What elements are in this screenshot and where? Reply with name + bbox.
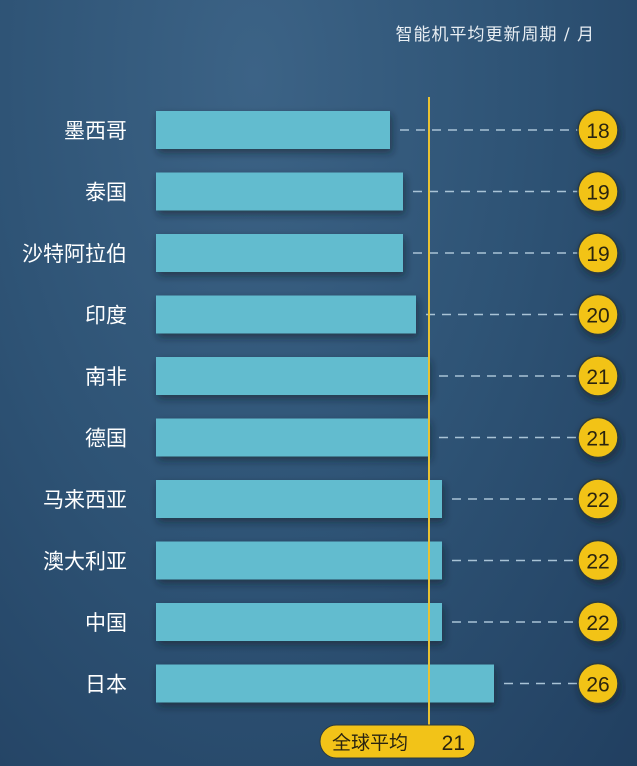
value-badge (577, 539, 619, 582)
category-label: 沙特阿拉伯 (22, 242, 127, 266)
value-badge (577, 478, 619, 520)
value-label: 19 (586, 182, 609, 205)
value-label: 20 (586, 305, 609, 328)
category-label: 南非 (85, 365, 127, 389)
reference-badge (319, 724, 476, 759)
value-badge (577, 293, 619, 336)
category-label: 马来西亚 (43, 488, 127, 512)
value-label: 26 (586, 674, 609, 697)
value-badge (577, 355, 619, 397)
value-badge (577, 601, 619, 643)
category-label: 日本 (85, 673, 127, 697)
bar (156, 541, 442, 580)
bar (156, 234, 403, 272)
category-label: 泰国 (85, 181, 127, 205)
value-label: 22 (586, 612, 609, 635)
value-badge (577, 416, 619, 459)
value-badge (577, 662, 619, 705)
chart-title: 智能机平均更新周期 / 月 (395, 25, 595, 45)
reference-value: 21 (442, 732, 465, 755)
value-label: 18 (586, 120, 609, 143)
value-label: 22 (586, 489, 609, 512)
bar (156, 172, 403, 211)
value-badge (577, 232, 619, 274)
value-label: 21 (586, 428, 609, 451)
bar (156, 111, 390, 149)
value-label: 21 (586, 366, 609, 389)
category-label: 澳大利亚 (43, 550, 127, 574)
value-label: 22 (586, 551, 609, 574)
reference-label: 全球平均 (332, 732, 408, 754)
bar (156, 664, 494, 703)
value-badge (577, 109, 619, 151)
bar (156, 357, 429, 395)
bar (156, 418, 429, 457)
bar (156, 295, 416, 334)
category-label: 墨西哥 (64, 119, 127, 143)
category-label: 中国 (85, 611, 127, 635)
value-label: 19 (586, 243, 609, 266)
bar (156, 480, 442, 518)
category-label: 印度 (85, 304, 127, 328)
value-badge (577, 170, 619, 213)
bar (156, 603, 442, 641)
category-label: 德国 (85, 427, 127, 451)
